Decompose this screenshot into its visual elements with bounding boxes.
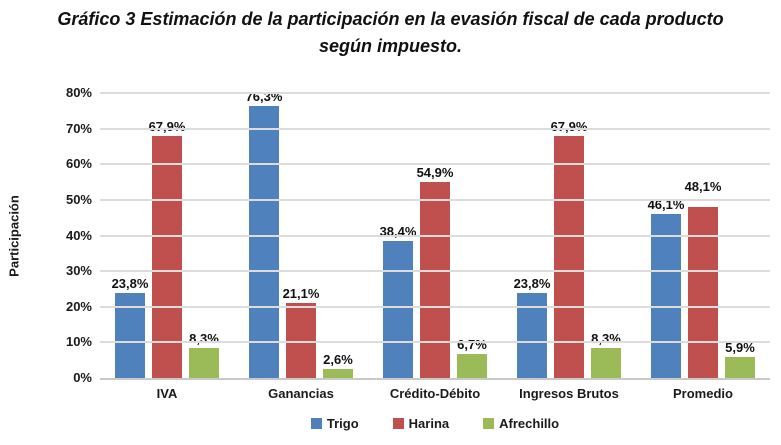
- bar-group-ingresos-brutos: 23,8% 67,9% 8,3%: [502, 93, 636, 378]
- gridline-60: [100, 163, 770, 166]
- y-axis-title: Participación: [6, 195, 22, 277]
- gridline-10: [100, 341, 770, 344]
- legend-item-afrechillo: Afrechillo: [483, 416, 559, 431]
- bar-trigo-credito-debito: 38,4%: [380, 224, 416, 378]
- bar-value-label: 38,4%: [379, 224, 417, 240]
- gridline-50: [100, 198, 770, 201]
- x-tick-label-ganancias: Ganancias: [268, 386, 334, 401]
- chart-title-line1: Gráfico 3 Estimación de la participación…: [57, 9, 724, 29]
- bar-trigo-ganancias: 76,3%: [246, 89, 282, 378]
- chart-title-line2: según impuesto.: [318, 36, 462, 56]
- bar-value-label: 5,9%: [725, 339, 755, 355]
- legend-label: Harina: [408, 416, 450, 431]
- bar-value-label: 21,1%: [282, 285, 320, 301]
- y-tick-label-70: 70%: [65, 120, 92, 136]
- bar-value-label: 54,9%: [416, 165, 454, 181]
- bar-trigo-promedio: 46,1%: [648, 197, 684, 378]
- x-tick-label-credito-debito: Crédito-Débito: [389, 386, 481, 401]
- bar-harina-iva: 67,9%: [149, 119, 185, 378]
- legend-label: Trigo: [326, 416, 359, 431]
- y-tick-label-20: 20%: [65, 298, 92, 314]
- y-tick-label-40: 40%: [65, 227, 92, 243]
- legend: Trigo Harina Afrechillo: [100, 416, 770, 431]
- gridline-20: [100, 305, 770, 308]
- x-tick-label-iva: IVA: [156, 386, 178, 401]
- legend-swatch-icon: [310, 418, 322, 429]
- bar-value-label: 2,6%: [323, 351, 353, 367]
- x-tick-label-ingresos-brutos: Ingresos Brutos: [519, 386, 619, 401]
- legend-item-harina: Harina: [392, 416, 450, 431]
- bar-value-label: 67,9%: [550, 119, 588, 135]
- bar-harina-credito-debito: 54,9%: [417, 165, 453, 378]
- y-tick-label-60: 60%: [65, 156, 92, 172]
- legend-label: Afrechillo: [499, 416, 560, 431]
- bar-value-label: 8,3%: [189, 331, 219, 347]
- bar-afrechillo-iva: 8,3%: [189, 331, 219, 378]
- bar-harina-ganancias: 21,1%: [283, 286, 319, 378]
- bar-afrechillo-promedio: 5,9%: [725, 340, 755, 378]
- bar-value-label: 23,8%: [513, 276, 551, 292]
- y-tick-label-30: 30%: [65, 263, 92, 279]
- bars-row: 23,8% 67,9% 8,3% 76,3% 21,1% 2,6% 38,4% 54,9% 6,…: [100, 89, 770, 378]
- x-axis-labels: IVA Ganancias Crédito-Débito Ingresos Bruto…: [100, 386, 770, 401]
- gridline-80: [100, 92, 770, 94]
- bar-value-label: 67,9%: [148, 119, 186, 135]
- bar-harina-promedio: 48,1%: [685, 179, 721, 378]
- bar-value-label: 8,3%: [591, 331, 621, 347]
- bar-group-credito-debito: 38,4% 54,9% 6,7%: [368, 93, 502, 378]
- legend-item-trigo: Trigo: [310, 416, 359, 431]
- x-tick-label-promedio: Promedio: [673, 386, 733, 401]
- bar-harina-ingresos-brutos: 67,9%: [551, 119, 587, 378]
- gridline-40: [100, 234, 770, 237]
- bar-afrechillo-ingresos-brutos: 8,3%: [591, 331, 621, 378]
- y-tick-label-80: 80%: [65, 85, 92, 100]
- gridline-30: [100, 270, 770, 273]
- bar-afrechillo-credito-debito: 6,7%: [457, 337, 487, 378]
- plot-area: 23,8% 67,9% 8,3% 76,3% 21,1% 2,6% 38,4% 54,9% 6,…: [66, 86, 770, 385]
- legend-swatch-icon: [392, 418, 404, 429]
- bar-value-label: 6,7%: [457, 337, 487, 353]
- y-tick-label-50: 50%: [65, 191, 92, 207]
- legend-swatch-icon: [483, 418, 495, 429]
- gridline-70: [100, 127, 770, 130]
- bar-value-label: 48,1%: [684, 178, 722, 194]
- y-tick-label-10: 10%: [65, 334, 92, 350]
- chart-title: Gráfico 3 Estimación de la participación…: [0, 6, 781, 60]
- bar-afrechillo-ganancias: 2,6%: [323, 352, 353, 378]
- bar-value-label: 23,8%: [111, 276, 149, 292]
- y-tick-label-0: 0%: [73, 370, 92, 385]
